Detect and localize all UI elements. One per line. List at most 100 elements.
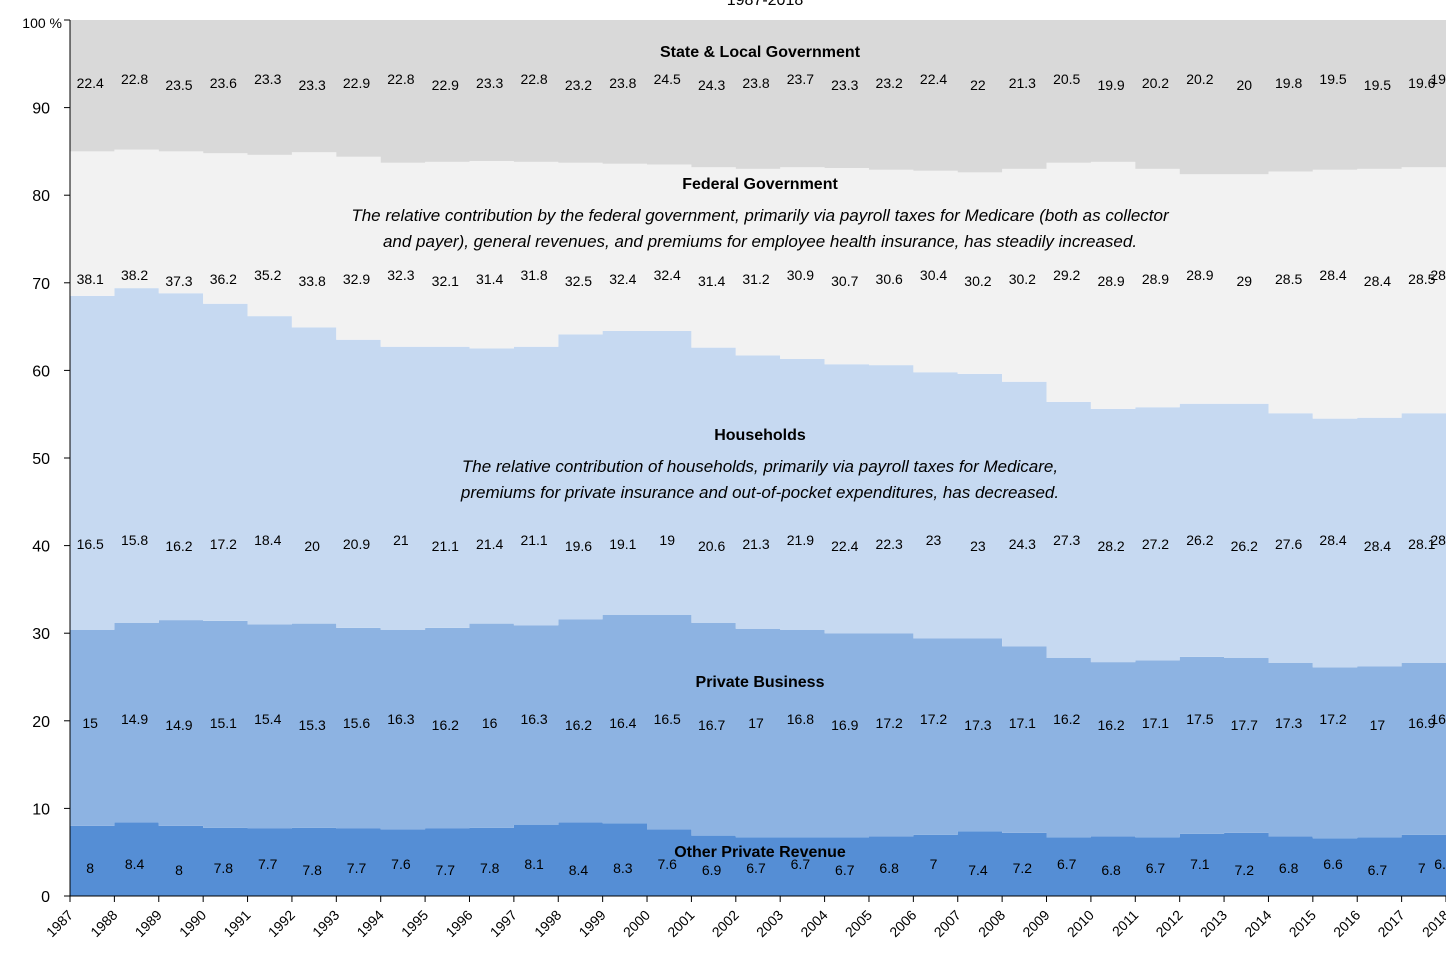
data-label-private-business: 22.8 — [520, 71, 547, 87]
data-label-private-business: 22.9 — [432, 77, 459, 93]
data-label-other-private-revenue: 6.7 — [835, 862, 855, 878]
data-label-state-and-local-government: 16.2 — [1097, 717, 1124, 733]
data-label-state-and-local-government: 17.3 — [1275, 715, 1302, 731]
data-label-private-business: 22.8 — [387, 71, 414, 87]
data-label-other-private-revenue: 6.7 — [746, 860, 766, 876]
area-state-and-local-government — [70, 20, 1446, 175]
data-label-federal-government: 28.4 — [1364, 538, 1391, 554]
area-other-private-revenue — [70, 822, 1446, 896]
data-label-federal-government: 19.1 — [609, 536, 636, 552]
x-tick-label: 2012 — [1152, 907, 1185, 940]
x-tick-label: 1994 — [353, 907, 386, 940]
data-label-federal-government: 22.3 — [876, 536, 903, 552]
data-label-households: 28.9 — [1142, 271, 1169, 287]
x-tick-label: 2010 — [1064, 907, 1097, 940]
data-label-state-and-local-government: 16.2 — [1053, 711, 1080, 727]
data-label-federal-government: 21.9 — [787, 532, 814, 548]
data-label-federal-government: 22.4 — [831, 538, 858, 554]
data-label-private-business: 23.7 — [787, 71, 814, 87]
x-tick-label: 2016 — [1330, 907, 1363, 940]
y-tick-label: 20 — [32, 714, 50, 731]
data-label-other-private-revenue: 7.2 — [1235, 862, 1255, 878]
x-tick-label: 1987 — [43, 907, 76, 940]
data-label-state-and-local-government: 16.9 — [1408, 715, 1435, 731]
data-label-private-business: 23.3 — [299, 77, 326, 93]
x-tick-label: 1999 — [575, 907, 608, 940]
data-label-other-private-revenue: 8.1 — [524, 856, 544, 872]
data-label-households: 28.5 — [1275, 271, 1302, 287]
data-label-private-business: 20.5 — [1053, 71, 1080, 87]
x-tick-label: 2000 — [620, 907, 653, 940]
data-label-state-and-local-government: 17.5 — [1186, 711, 1213, 727]
x-tick-label: 2009 — [1019, 907, 1052, 940]
y-tick-label: 30 — [32, 626, 50, 643]
x-tick-label: 2014 — [1241, 907, 1274, 940]
y-tick-label: 90 — [32, 101, 50, 118]
data-label-state-and-local-government: 16.2 — [432, 717, 459, 733]
data-label-households: 38.1 — [77, 271, 104, 287]
data-label-federal-government: 20.6 — [698, 538, 725, 554]
series-label-private-business: Private Business — [696, 674, 825, 691]
data-label-state-and-local-government: 16.3 — [387, 711, 414, 727]
series-label-households: Households — [714, 427, 806, 444]
series-label-other-private-revenue: Other Private Revenue — [674, 844, 846, 861]
data-label-households: 28.5 — [1408, 271, 1435, 287]
data-label-households: 32.4 — [654, 267, 681, 283]
data-label-other-private-revenue: 8 — [175, 862, 183, 878]
data-label-other-private-revenue: 7.2 — [1013, 860, 1033, 876]
area-layers — [70, 20, 1446, 896]
data-label-federal-government: 21.3 — [742, 536, 769, 552]
data-label-state-and-local-government: 16.3 — [520, 711, 547, 727]
y-tick-label: 50 — [32, 451, 50, 468]
data-label-private-business: 23.3 — [476, 75, 503, 91]
data-label-households: 31.4 — [698, 273, 725, 289]
x-tick-label: 2013 — [1197, 907, 1230, 940]
data-label-other-private-revenue: 7.1 — [1190, 856, 1210, 872]
data-label-state-and-local-government: 17.1 — [1142, 715, 1169, 731]
x-tick-label: 2004 — [797, 907, 830, 940]
data-label-other-private-revenue: 8.4 — [569, 862, 589, 878]
y-tick-label: 60 — [32, 363, 50, 380]
area-federal-government — [70, 149, 1446, 419]
x-tick-label: 1989 — [132, 907, 165, 940]
data-label-private-business: 23.8 — [742, 75, 769, 91]
y-tick-labels: 0 10 20 30 40 50 60 70 80 90 — [32, 101, 70, 906]
data-label-state-and-local-government: 17.2 — [1319, 711, 1346, 727]
data-label-state-and-local-government: 14.9 — [121, 711, 148, 727]
data-label-private-business: 19.8 — [1275, 75, 1302, 91]
data-label-households: 30.2 — [1009, 271, 1036, 287]
data-label-state-and-local-government: 17.2 — [920, 711, 947, 727]
data-label-other-private-revenue: 7.8 — [214, 860, 234, 876]
y-tick-label: 0 — [41, 889, 50, 906]
data-label-other-private-revenue: 7.8 — [480, 860, 500, 876]
data-label-private-business: 23.8 — [609, 75, 636, 91]
data-label-other-private-revenue: 8.4 — [125, 856, 145, 872]
data-label-households: 30.7 — [831, 273, 858, 289]
data-label-households: 28.4 — [1364, 273, 1391, 289]
data-label-federal-government: 21 — [393, 532, 409, 548]
data-label-federal-government: 28.4 — [1319, 532, 1346, 548]
x-tick-label: 2006 — [886, 907, 919, 940]
data-label-state-and-local-government: 16 — [482, 715, 498, 731]
data-label-private-business: 20 — [1236, 77, 1252, 93]
x-tick-label: 1995 — [398, 907, 431, 940]
data-label-private-business: 19.9 — [1097, 77, 1124, 93]
data-label-private-business: 20.2 — [1186, 71, 1213, 87]
x-tick-label: 2018 — [1419, 907, 1446, 940]
data-label-households: 32.5 — [565, 273, 592, 289]
annotation-households: The relative contribution of households,… — [462, 457, 1058, 476]
annotation-federal-government: The relative contribution by the federal… — [351, 206, 1170, 225]
x-tick-label: 1992 — [265, 907, 298, 940]
data-label-federal-government: 18.4 — [254, 532, 281, 548]
data-label-other-private-revenue: 7.4 — [968, 862, 988, 878]
data-label-state-and-local-government: 14.9 — [165, 717, 192, 733]
x-tick-labels: 1987 1988 1989 1990 1991 1992 1993 1994 1995 1996… — [43, 896, 1446, 940]
data-label-federal-government: 24.3 — [1009, 536, 1036, 552]
data-label-households: 32.1 — [432, 273, 459, 289]
x-tick-label: 2007 — [931, 907, 964, 940]
data-label-state-and-local-government: 16.4 — [609, 715, 636, 731]
data-label-state-and-local-government: 17 — [748, 715, 764, 731]
x-tick-label: 2003 — [753, 907, 786, 940]
data-label-federal-government: 26.2 — [1186, 532, 1213, 548]
data-label-households: 28.9 — [1097, 273, 1124, 289]
